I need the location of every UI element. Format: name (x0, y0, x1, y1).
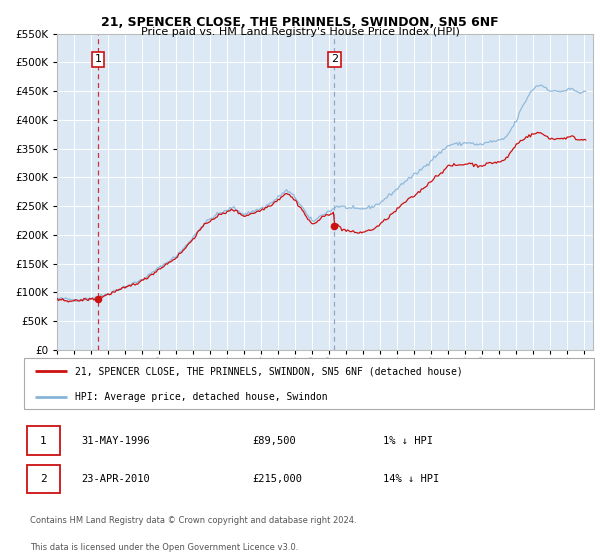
Text: £89,500: £89,500 (252, 436, 296, 446)
Text: 2: 2 (40, 474, 47, 484)
Text: 21, SPENCER CLOSE, THE PRINNELS, SWINDON, SN5 6NF (detached house): 21, SPENCER CLOSE, THE PRINNELS, SWINDON… (76, 366, 463, 376)
Text: £215,000: £215,000 (252, 474, 302, 484)
Text: 1: 1 (40, 436, 47, 446)
Text: 21, SPENCER CLOSE, THE PRINNELS, SWINDON, SN5 6NF: 21, SPENCER CLOSE, THE PRINNELS, SWINDON… (101, 16, 499, 29)
Bar (27, 465, 60, 493)
Text: 2: 2 (331, 54, 338, 64)
Text: 1: 1 (95, 54, 101, 64)
Text: 23-APR-2010: 23-APR-2010 (81, 474, 150, 484)
Text: 1% ↓ HPI: 1% ↓ HPI (383, 436, 433, 446)
Text: Contains HM Land Registry data © Crown copyright and database right 2024.: Contains HM Land Registry data © Crown c… (30, 516, 356, 525)
Text: 14% ↓ HPI: 14% ↓ HPI (383, 474, 439, 484)
Text: 31-MAY-1996: 31-MAY-1996 (81, 436, 150, 446)
Text: This data is licensed under the Open Government Licence v3.0.: This data is licensed under the Open Gov… (30, 543, 298, 552)
Bar (27, 427, 60, 455)
Text: Price paid vs. HM Land Registry's House Price Index (HPI): Price paid vs. HM Land Registry's House … (140, 27, 460, 38)
Text: HPI: Average price, detached house, Swindon: HPI: Average price, detached house, Swin… (76, 391, 328, 402)
